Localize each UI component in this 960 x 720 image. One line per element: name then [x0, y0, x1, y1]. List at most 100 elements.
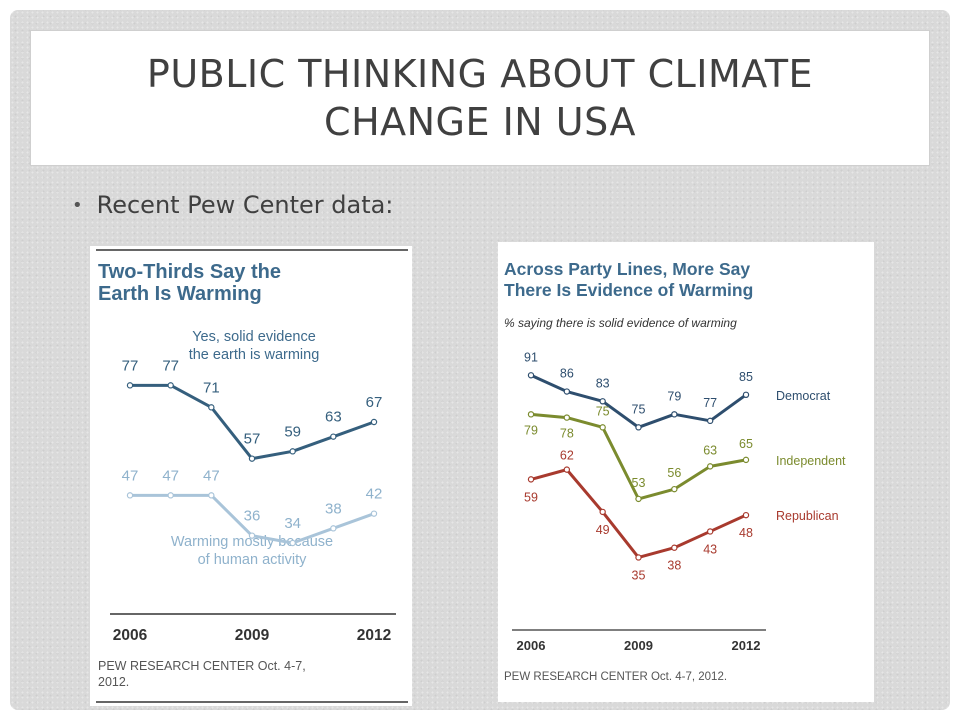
data-point: [208, 492, 215, 499]
data-label: 35: [632, 568, 646, 582]
chart-panel-warming: Two-Thirds Say the Earth Is Warming Yes,…: [90, 246, 412, 706]
chart-party: Across Party Lines, More Say There Is Ev…: [504, 259, 846, 683]
data-label: 91: [524, 350, 538, 364]
data-label: 79: [524, 423, 538, 437]
data-point: [742, 391, 750, 398]
data-point: [527, 411, 535, 418]
data-label: 47: [203, 467, 220, 484]
x-ticks: 2006 2009 2012: [517, 638, 761, 653]
data-point: [126, 492, 134, 499]
data-point: [599, 398, 606, 405]
bullet-text: Recent Pew Center data:: [96, 191, 394, 219]
data-label: 57: [244, 431, 261, 448]
data-label: 47: [162, 467, 179, 484]
data-point: [167, 492, 174, 499]
data-label: 38: [667, 559, 681, 573]
data-label: 71: [203, 379, 220, 396]
x-tick-label: 2012: [732, 638, 761, 653]
data-label: 63: [703, 443, 717, 457]
data-label: 63: [325, 409, 342, 426]
data-point: [563, 466, 571, 473]
legend-entry: Democrat: [776, 389, 831, 403]
data-label: 36: [244, 508, 261, 525]
data-point: [330, 525, 337, 532]
data-point: [671, 485, 678, 493]
legend-entry: Republican: [776, 509, 839, 523]
data-label: 86: [560, 367, 574, 381]
chart-title-line2: Earth Is Warming: [98, 283, 262, 305]
data-point: [671, 411, 678, 418]
data-label: 59: [284, 423, 301, 440]
data-point: [671, 544, 678, 551]
data-point: [635, 424, 642, 431]
data-label: 38: [325, 500, 342, 517]
data-label: 59: [524, 490, 538, 504]
chart-panel-party: Across Party Lines, More Say There Is Ev…: [498, 242, 874, 702]
chart-title-line1: Across Party Lines, More Say: [504, 259, 750, 279]
data-point: [289, 448, 296, 455]
x-tick-label: 2006: [517, 638, 546, 653]
x-tick-label: 2012: [357, 627, 391, 644]
data-label: 77: [122, 357, 139, 374]
slide-title: PUBLIC THINKING ABOUT CLIMATE CHANGE IN …: [146, 52, 814, 144]
data-point: [370, 510, 378, 517]
chart-subtitle: % saying there is solid evidence of warm…: [504, 316, 737, 330]
series1-label-line1: Yes, solid evidence: [192, 329, 316, 345]
data-point: [706, 417, 714, 425]
x-tick-label: 2006: [113, 627, 148, 644]
data-label: 34: [284, 515, 301, 532]
data-label: 62: [560, 449, 574, 463]
data-label: 47: [122, 467, 139, 484]
data-label: 77: [703, 396, 717, 410]
data-label: 83: [596, 376, 610, 390]
data-point: [635, 495, 642, 503]
data-point: [527, 372, 535, 379]
data-point: [563, 414, 571, 421]
data-label: 85: [739, 370, 753, 384]
data-label: 67: [366, 394, 383, 411]
series2-label-line2: of human activity: [198, 552, 308, 568]
data-label: 53: [632, 476, 646, 490]
data-point: [370, 418, 378, 426]
data-label: 78: [560, 427, 574, 441]
data-point: [599, 508, 606, 516]
data-label: 65: [739, 437, 753, 451]
data-label: 48: [739, 526, 753, 540]
data-point: [563, 388, 571, 395]
data-label: 49: [596, 523, 610, 537]
legend-entry: Independent: [776, 454, 846, 468]
data-point: [706, 528, 714, 535]
plot-area: 91 86 83 75 79 77 85 Democrat 79 78 75 53 56 63 65 Inde…: [524, 350, 846, 582]
source-line: PEW RESEARCH CENTER Oct. 4-7, 2012.: [504, 671, 727, 683]
data-point: [742, 456, 750, 464]
bullet-item: • Recent Pew Center data:: [72, 191, 393, 219]
bullet-dot-icon: •: [72, 194, 83, 216]
data-point: [330, 433, 337, 440]
x-tick-label: 2009: [624, 638, 653, 653]
x-tick-label: 2009: [235, 627, 270, 644]
data-point: [126, 382, 134, 389]
data-point: [208, 404, 215, 411]
chart-title-line1: Two-Thirds Say the: [98, 261, 281, 283]
plot-area: 77 77 71 57 59 63 67 47 47 47 36 34 38 42: [122, 357, 383, 547]
chart-title-line2: There Is Evidence of Warming: [504, 280, 753, 300]
chart-warming: Two-Thirds Say the Earth Is Warming Yes,…: [96, 249, 408, 703]
data-point: [742, 511, 750, 519]
data-label: 75: [596, 404, 610, 418]
data-point: [167, 382, 174, 389]
x-ticks: 2006 2009 2012: [113, 627, 391, 644]
data-point: [527, 476, 535, 483]
title-box: PUBLIC THINKING ABOUT CLIMATE CHANGE IN …: [30, 30, 930, 166]
data-label: 42: [366, 486, 383, 503]
data-point: [599, 424, 606, 431]
series1-label-line2: the earth is warming: [189, 347, 320, 363]
source-line2: 2012.: [98, 675, 129, 689]
data-point: [248, 455, 256, 462]
data-label: 56: [667, 466, 681, 480]
data-label: 75: [632, 402, 646, 416]
data-point: [248, 532, 256, 539]
data-point: [635, 554, 642, 561]
source-line1: PEW RESEARCH CENTER Oct. 4-7,: [98, 659, 306, 673]
data-label: 79: [667, 389, 681, 403]
data-label: 77: [162, 357, 179, 374]
